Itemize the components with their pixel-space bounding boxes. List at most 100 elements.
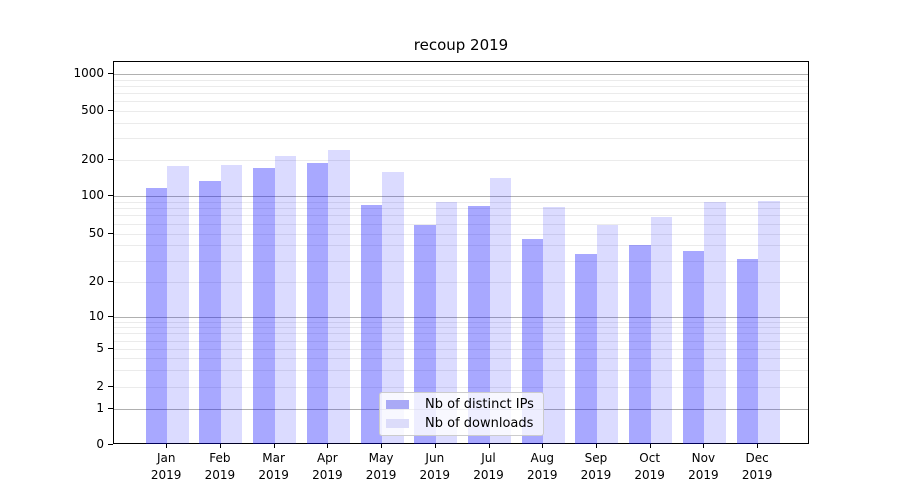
legend-swatch-downloads-icon <box>386 419 409 428</box>
bar-nb-of-distinct-ips-feb-2019 <box>199 180 221 444</box>
bar-nb-of-distinct-ips-mar-2019 <box>253 167 275 444</box>
y-tick-mark-5 <box>108 348 113 349</box>
bar-nb-of-distinct-ips-dec-2019 <box>736 258 759 444</box>
bar-nb-of-distinct-ips-jan-2019 <box>145 188 168 444</box>
x-tick-label-dec-2019: Dec 2019 <box>741 451 773 482</box>
legend: Nb of distinct IPs Nb of downloads <box>379 392 544 436</box>
bar-nb-of-downloads-jul-2019 <box>489 178 512 444</box>
gridline-minor-6 <box>114 340 808 342</box>
bar-nb-of-downloads-nov-2019 <box>704 201 726 444</box>
y-tick-label-0: 0 <box>96 437 104 451</box>
legend-swatch-distinct-ips-icon <box>386 400 409 409</box>
x-tick-mark-may-2019 <box>381 444 383 448</box>
x-tick-label-nov-2019: Nov 2019 <box>688 451 719 482</box>
y-tick-label-20: 20 <box>88 274 104 288</box>
y-tick-mark-2 <box>108 386 113 387</box>
bar-nb-of-downloads-dec-2019 <box>758 201 780 444</box>
y-tick-label-100: 100 <box>81 188 104 202</box>
x-tick-mark-jul-2019 <box>488 444 490 448</box>
gridline-minor-2 <box>114 387 808 388</box>
legend-item-distinct-ips: Nb of distinct IPs <box>386 397 535 413</box>
gridline-minor-60 <box>114 223 808 225</box>
y-tick-label-10: 10 <box>88 309 104 323</box>
x-tick-label-apr-2019: Apr 2019 <box>312 451 343 482</box>
x-tick-mark-nov-2019 <box>703 444 705 448</box>
legend-label: Nb of distinct IPs <box>425 396 534 412</box>
x-tick-mark-jan-2019 <box>166 444 168 448</box>
bar-nb-of-distinct-ips-jun-2019 <box>414 224 436 444</box>
gridline-minor-40 <box>114 245 808 247</box>
y-tick-mark-100 <box>108 195 113 196</box>
x-tick-mark-feb-2019 <box>219 444 221 448</box>
y-tick-mark-20 <box>108 281 113 282</box>
y-tick-label-2: 2 <box>96 379 104 393</box>
x-tick-mark-mar-2019 <box>273 444 275 448</box>
x-tick-label-oct-2019: Oct 2019 <box>634 451 665 482</box>
gridline-minor-8 <box>114 327 808 329</box>
gridline-minor-700 <box>114 92 808 94</box>
x-tick-label-feb-2019: Feb 2019 <box>204 451 236 482</box>
bar-nb-of-distinct-ips-sep-2019 <box>575 253 597 444</box>
y-tick-mark-50 <box>108 232 113 234</box>
x-tick-mark-oct-2019 <box>649 444 651 448</box>
gridline-major-10 <box>114 317 808 318</box>
gridline-minor-200 <box>114 160 808 161</box>
gridline-minor-3 <box>114 370 808 372</box>
bar-nb-of-downloads-may-2019 <box>382 171 404 444</box>
gridline-major-100 <box>114 196 808 197</box>
gridline-minor-4 <box>114 358 808 360</box>
gridline-major-1000 <box>114 74 808 75</box>
bar-nb-of-distinct-ips-oct-2019 <box>629 245 651 444</box>
plot-area <box>113 61 809 444</box>
gridline-minor-80 <box>114 208 808 210</box>
bar-nb-of-downloads-jan-2019 <box>167 165 189 444</box>
gridline-minor-5 <box>114 349 808 350</box>
y-tick-label-1: 1 <box>96 401 104 415</box>
bar-nb-of-distinct-ips-nov-2019 <box>682 250 705 444</box>
bar-nb-of-downloads-apr-2019 <box>328 149 350 444</box>
gridline-minor-400 <box>114 122 808 124</box>
gridline-minor-600 <box>114 100 808 102</box>
y-tick-label-1000: 1000 <box>73 66 104 80</box>
legend-item-downloads: Nb of downloads <box>386 416 535 432</box>
y-tick-mark-500 <box>108 109 113 111</box>
y-tick-mark-1 <box>108 408 113 409</box>
bar-nb-of-distinct-ips-jul-2019 <box>468 206 490 444</box>
gridline-minor-300 <box>114 138 808 140</box>
y-tick-label-200: 200 <box>81 152 104 166</box>
y-tick-mark-200 <box>108 159 113 160</box>
x-tick-label-aug-2019: Aug 2019 <box>526 451 558 482</box>
x-tick-label-mar-2019: Mar 2019 <box>258 451 289 482</box>
x-tick-label-sep-2019: Sep 2019 <box>580 451 612 482</box>
gridline-minor-20 <box>114 282 808 283</box>
bar-nb-of-downloads-jun-2019 <box>435 201 458 444</box>
bar-nb-of-distinct-ips-may-2019 <box>360 205 383 444</box>
legend-label: Nb of downloads <box>425 415 534 431</box>
y-tick-mark-1000 <box>108 73 113 74</box>
bar-nb-of-downloads-feb-2019 <box>220 164 243 444</box>
y-tick-label-500: 500 <box>81 102 104 117</box>
x-tick-label-may-2019: May 2019 <box>365 451 397 482</box>
gridline-minor-500 <box>114 110 808 112</box>
x-tick-mark-jun-2019 <box>434 444 436 448</box>
y-tick-label-5: 5 <box>96 341 104 355</box>
bar-nb-of-downloads-mar-2019 <box>274 155 297 444</box>
x-tick-mark-dec-2019 <box>757 444 759 448</box>
x-tick-mark-apr-2019 <box>327 444 329 448</box>
gridline-minor-900 <box>114 79 808 81</box>
bar-nb-of-downloads-oct-2019 <box>650 216 673 444</box>
y-tick-mark-10 <box>108 316 113 317</box>
gridline-minor-50 <box>114 233 808 235</box>
gridline-minor-90 <box>114 201 808 203</box>
y-tick-label-50: 50 <box>88 225 104 240</box>
x-tick-mark-sep-2019 <box>595 444 597 448</box>
x-tick-label-jun-2019: Jun 2019 <box>419 451 451 482</box>
gridline-minor-7 <box>114 333 808 335</box>
x-tick-label-jul-2019: Jul 2019 <box>473 451 504 482</box>
x-tick-mark-aug-2019 <box>542 444 544 448</box>
chart-title: recoup 2019 <box>413 36 509 54</box>
gridline-minor-9 <box>114 321 808 323</box>
gridline-minor-70 <box>114 215 808 217</box>
x-tick-label-jan-2019: Jan 2019 <box>150 451 182 482</box>
